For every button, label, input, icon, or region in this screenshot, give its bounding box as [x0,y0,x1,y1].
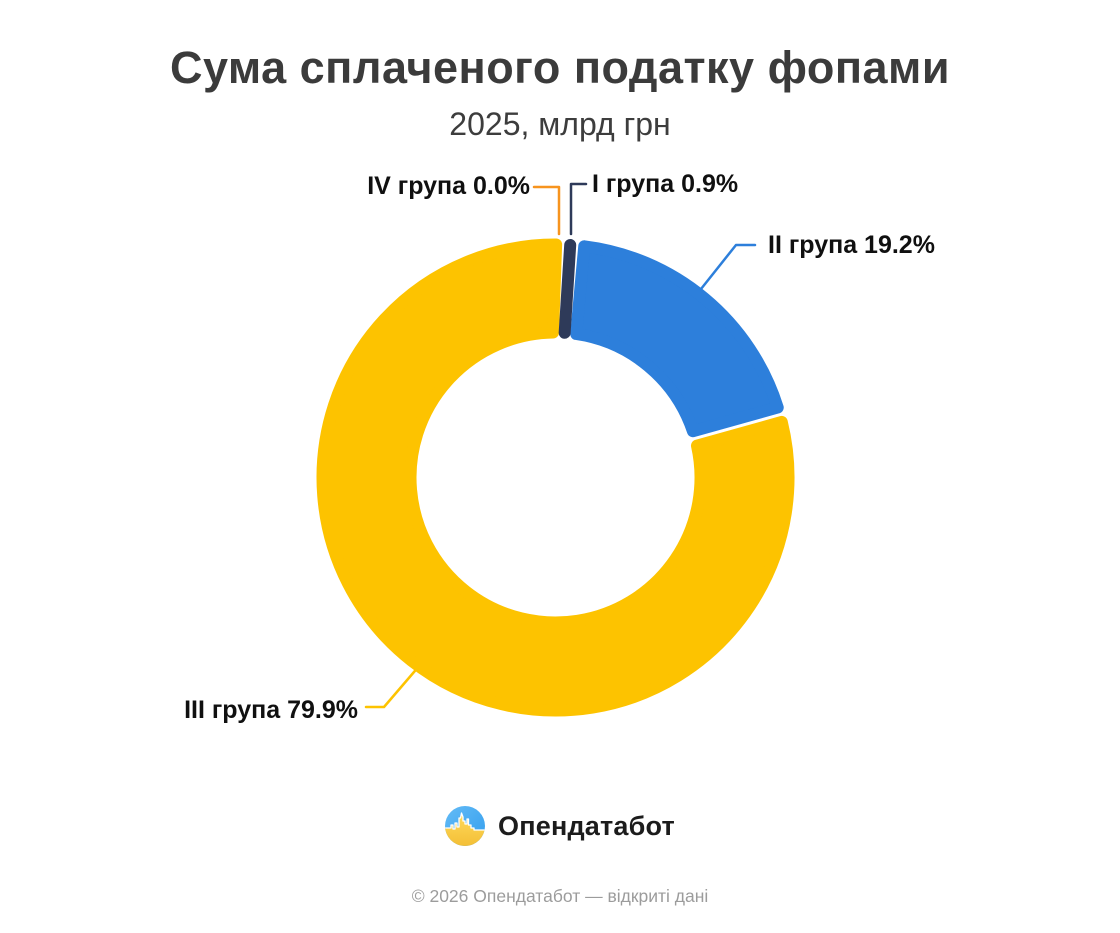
slice-label-group-ii: II група 19.2% [768,231,935,259]
chart-title: Сума сплаченого податку фопами [170,42,950,93]
opendatabot-logo: Опендатабот [0,806,1120,846]
pie-segment-ii-група [570,240,784,438]
leader-line-iv-група [532,185,561,236]
opendatabot-logo-text: Опендатабот [498,810,675,841]
copyright-text: © 2026 Опендатабот — відкриті дані [411,886,709,906]
pie-segment-iii-група [316,238,795,717]
slice-label-group-i: I група 0.9% [592,170,739,198]
opendatabot-logo-icon [445,806,486,846]
slice-label-group-iv: IV група 0.0% [367,172,530,200]
chart-subtitle: 2025, млрд грн [449,106,671,142]
pie-segment-i-група [558,238,577,339]
slice-label-group-iii: III група 79.9% [184,696,358,724]
leader-line-ii-група [699,243,757,291]
leader-line-i-група [569,182,588,236]
leader-line-iii-група [364,663,422,709]
